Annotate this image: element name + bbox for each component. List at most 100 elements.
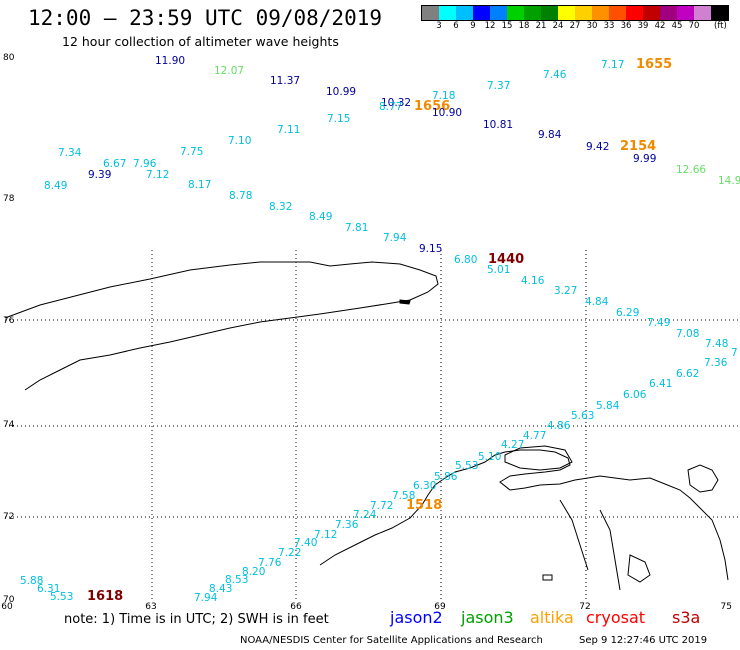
longitude-labels: 60 63 66 69 72 75 (1, 602, 732, 612)
wave-height-value: 7.49 (647, 317, 670, 329)
legend-s3a: s3a (672, 608, 701, 627)
color-scale-label: 24 (552, 21, 564, 31)
wave-height-value: 9.84 (538, 129, 562, 141)
latitude-label: 70 (3, 595, 15, 605)
wave-height-value: 7.10 (228, 135, 251, 147)
wave-height-value: 5.10 (478, 451, 501, 463)
latitude-labels: 80 78 76 74 72 70 (3, 53, 15, 605)
wave-height-value: 8.78 (229, 190, 252, 202)
wave-height-value: 7.12 (314, 529, 337, 541)
color-scale-label: 21 (535, 21, 547, 31)
wave-height-value: 10.90 (432, 107, 462, 119)
wave-height-value: 7.58 (392, 490, 415, 502)
wave-height-value: 5.86 (434, 471, 458, 483)
color-swatch (524, 6, 541, 20)
color-swatch (507, 6, 524, 20)
wave-height-value: 5.84 (596, 400, 620, 412)
color-swatch (711, 6, 728, 20)
wave-height-value: 8.49 (309, 211, 332, 223)
wave-height-value: 7.24 (353, 509, 377, 521)
coast-south (559, 499, 589, 571)
wave-height-value: 6.80 (454, 254, 477, 266)
color-swatch (660, 6, 677, 20)
color-scale-label: 9 (470, 21, 476, 31)
wave-height-value: 4.16 (521, 275, 545, 287)
wave-height-value: 8.32 (269, 201, 292, 213)
color-scale-label: 27 (569, 21, 581, 31)
mainland-coast (319, 449, 729, 581)
pass-time-label: 1518 (406, 498, 442, 513)
pass-time-label: 2154 (620, 139, 656, 154)
wave-height-value: 8.49 (44, 180, 67, 192)
color-swatch (558, 6, 575, 20)
color-scale (421, 5, 729, 21)
wave-height-value: 6.31 (37, 583, 60, 595)
wave-height-value: 5.53 (50, 591, 73, 603)
longitude-label: 75 (721, 602, 732, 612)
color-scale-label: 6 (453, 21, 459, 31)
legend-cryosat: cryosat (586, 608, 646, 627)
wave-height-value: 7.72 (370, 500, 393, 512)
color-swatch (422, 6, 439, 20)
longitude-label: 69 (434, 602, 446, 612)
wave-height-value: 9.15 (419, 243, 442, 255)
wave-height-value: 8.77 (379, 101, 402, 113)
footer-note: note: 1) Time is in UTC; 2) SWH is in fe… (64, 612, 329, 627)
color-scale-unit: (ft) (714, 21, 727, 31)
coastlines (4, 261, 729, 591)
wave-height-value: 10.99 (326, 86, 356, 98)
wave-height-value: 7.96 (133, 158, 157, 170)
legend-jason3: jason3 (461, 608, 514, 627)
wave-height-value: 7.81 (345, 222, 368, 234)
longitude-label: 72 (579, 602, 590, 612)
wave-height-value: 10.81 (483, 119, 513, 131)
color-scale-label: 18 (518, 21, 530, 31)
wave-height-value: 8.20 (242, 566, 265, 578)
color-scale-label: 36 (620, 21, 632, 31)
wave-height-value: 8.53 (225, 574, 248, 586)
credit-text: NOAA/NESDIS Center for Satellite Applica… (240, 635, 543, 646)
wave-height-value: 4.77 (523, 430, 546, 442)
wave-height-value: 7.75 (180, 146, 203, 158)
color-swatch (609, 6, 626, 20)
latitude-label: 76 (3, 316, 15, 326)
wave-height-value: 5.63 (571, 410, 594, 422)
color-swatch (694, 6, 711, 20)
wave-height-value: 4.27 (501, 439, 524, 451)
wave-height-value: 8.17 (188, 179, 211, 191)
wave-height-value: 7.34 (58, 147, 82, 159)
wave-height-value: 6.30 (413, 480, 436, 492)
color-swatch (592, 6, 609, 20)
wave-height-value: 9.39 (88, 169, 111, 181)
color-swatch (490, 6, 507, 20)
timestamp-text: Sep 9 12:27:46 UTC 2019 (579, 635, 708, 646)
pass-time-label: 1655 (636, 57, 672, 72)
wave-height-value: 8.43 (209, 583, 232, 595)
longitude-label: 60 (1, 602, 13, 612)
color-swatch (473, 6, 490, 20)
wave-height-value: 7.17 (601, 59, 624, 71)
color-scale-label: 15 (501, 21, 513, 31)
legend-jason2: jason2 (390, 608, 443, 627)
color-scale-label: 3 (436, 21, 442, 31)
wave-height-value: 10.32 (381, 97, 411, 109)
longitude-label: 63 (145, 602, 156, 612)
wave-height-value: 14.9 (718, 175, 740, 187)
wave-height-value: 7.46 (543, 69, 567, 81)
wave-height-value: 4.86 (547, 420, 571, 432)
pass-time-label: 1656 (414, 99, 450, 114)
wave-height-value: 7.48 (705, 338, 728, 350)
pass-time-label: 1618 (87, 589, 123, 604)
wave-height-value: 6.67 (103, 158, 126, 170)
wave-height-value: 7.08 (676, 328, 699, 340)
east-islands (687, 464, 719, 493)
wave-height-value: 7.94 (194, 592, 218, 604)
wave-height-value: 6.41 (649, 378, 672, 390)
color-swatch (541, 6, 558, 20)
wave-height-value: 6.06 (623, 389, 647, 401)
wave-height-value: 7.18 (432, 90, 455, 102)
lat-lon-grid (5, 250, 740, 600)
color-scale-label: 70 (688, 21, 700, 31)
